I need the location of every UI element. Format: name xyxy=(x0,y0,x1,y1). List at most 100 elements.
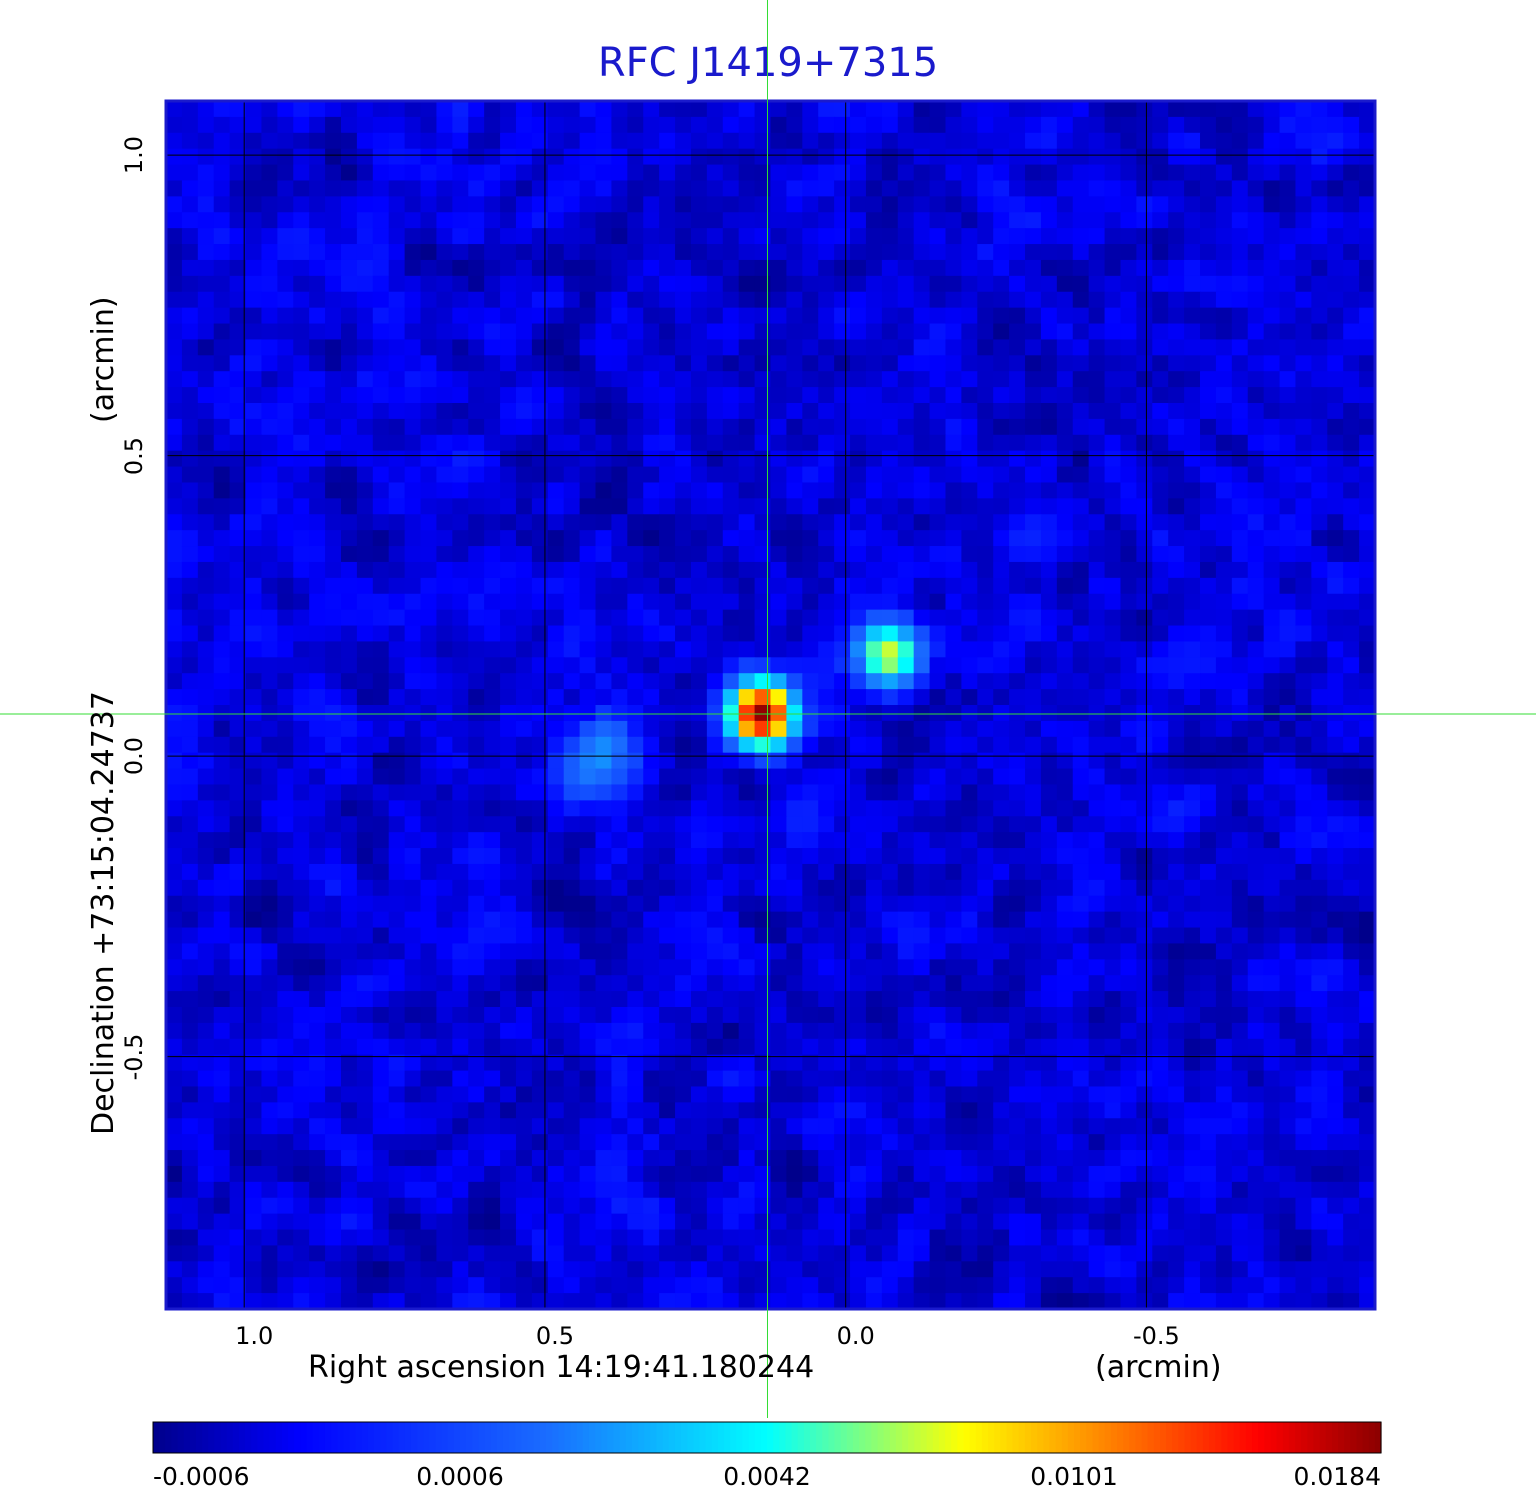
map-pixel xyxy=(213,720,231,738)
map-pixel xyxy=(531,498,549,515)
map-pixel xyxy=(1184,720,1201,738)
map-pixel xyxy=(881,736,899,754)
map-pixel xyxy=(802,895,819,913)
map-pixel xyxy=(166,1102,183,1119)
map-pixel xyxy=(325,339,342,356)
map-pixel xyxy=(1263,355,1281,372)
map-pixel xyxy=(850,943,867,960)
map-pixel xyxy=(420,800,438,817)
map-pixel xyxy=(245,689,263,706)
map-pixel xyxy=(404,673,422,690)
map-pixel xyxy=(1136,943,1153,960)
map-pixel xyxy=(786,800,803,817)
map-pixel xyxy=(1311,863,1328,881)
map-pixel xyxy=(897,212,915,229)
map-pixel xyxy=(1359,259,1376,277)
map-pixel xyxy=(738,641,756,658)
map-pixel xyxy=(913,212,931,229)
map-pixel xyxy=(1359,355,1376,372)
map-pixel xyxy=(468,975,485,992)
map-pixel xyxy=(500,196,517,213)
map-pixel xyxy=(770,816,788,833)
map-pixel xyxy=(643,387,660,404)
map-pixel xyxy=(738,498,756,515)
map-pixel xyxy=(1152,625,1169,643)
map-pixel xyxy=(1327,577,1344,595)
map-pixel xyxy=(834,514,851,531)
map-pixel xyxy=(1311,323,1328,341)
map-pixel xyxy=(1104,673,1122,690)
map-pixel xyxy=(818,1070,835,1088)
map-pixel xyxy=(404,498,422,515)
map-pixel xyxy=(865,832,883,849)
map-pixel xyxy=(595,752,613,770)
map-pixel xyxy=(372,609,390,627)
map-pixel xyxy=(213,577,231,595)
map-pixel xyxy=(1040,275,1058,293)
map-pixel xyxy=(531,259,549,277)
map-pixel xyxy=(1009,196,1026,213)
map-pixel xyxy=(690,498,708,515)
map-pixel xyxy=(166,577,183,595)
map-pixel xyxy=(1231,1118,1249,1135)
map-pixel xyxy=(690,116,708,134)
map-pixel xyxy=(690,148,708,166)
map-pixel xyxy=(1200,768,1217,786)
map-pixel xyxy=(293,180,310,197)
map-pixel xyxy=(738,768,756,786)
map-pixel xyxy=(834,116,851,134)
map-pixel xyxy=(436,593,453,611)
map-pixel xyxy=(245,1102,263,1119)
map-pixel xyxy=(436,752,453,770)
map-pixel xyxy=(754,307,772,325)
map-pixel xyxy=(595,879,613,897)
map-pixel xyxy=(1263,259,1281,277)
map-pixel xyxy=(452,895,469,913)
map-pixel xyxy=(515,355,533,372)
map-pixel xyxy=(993,959,1010,976)
map-pixel xyxy=(420,323,438,341)
map-pixel xyxy=(309,784,326,801)
map-pixel xyxy=(579,196,597,213)
map-pixel xyxy=(309,450,326,468)
map-pixel xyxy=(834,879,851,897)
map-pixel xyxy=(420,514,438,531)
map-pixel xyxy=(1184,832,1201,849)
map-pixel xyxy=(945,244,962,261)
map-pixel xyxy=(372,1038,390,1056)
map-pixel xyxy=(547,355,565,372)
map-pixel xyxy=(643,673,660,690)
map-pixel xyxy=(1152,355,1169,372)
map-pixel xyxy=(356,1102,374,1119)
map-pixel xyxy=(261,148,278,166)
map-pixel xyxy=(913,434,931,452)
map-pixel xyxy=(293,705,310,722)
map-pixel xyxy=(1200,371,1217,388)
map-pixel xyxy=(1120,577,1137,595)
map-pixel xyxy=(913,863,931,881)
map-pixel xyxy=(293,911,310,929)
map-pixel xyxy=(977,101,994,118)
map-pixel xyxy=(1295,403,1312,420)
map-pixel xyxy=(1120,466,1137,484)
map-pixel xyxy=(1072,228,1090,245)
map-pixel xyxy=(436,1118,453,1135)
map-pixel xyxy=(181,975,199,992)
map-pixel xyxy=(547,434,565,452)
map-pixel xyxy=(293,625,310,643)
map-pixel xyxy=(197,911,215,929)
map-pixel xyxy=(802,1070,819,1088)
map-pixel xyxy=(706,371,724,388)
map-pixel xyxy=(1343,498,1360,515)
map-pixel xyxy=(754,323,772,341)
map-pixel xyxy=(515,641,533,658)
map-pixel xyxy=(388,291,406,309)
map-pixel xyxy=(690,1070,708,1088)
map-pixel xyxy=(1136,482,1153,499)
map-pixel xyxy=(484,212,501,229)
map-pixel xyxy=(500,959,517,976)
map-pixel xyxy=(1263,863,1281,881)
map-pixel xyxy=(865,689,883,706)
map-pixel xyxy=(881,800,899,817)
